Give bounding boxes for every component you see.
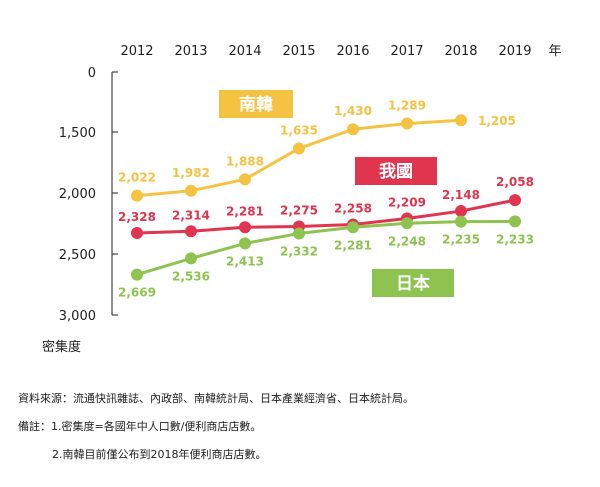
series-line xyxy=(136,219,516,277)
data-label: 2,235 xyxy=(442,233,480,247)
data-label: 2,209 xyxy=(388,195,426,209)
data-label: 1,430 xyxy=(334,104,372,118)
legend-tag xyxy=(219,90,293,118)
data-point xyxy=(509,215,521,228)
x-tick-label: 2018 xyxy=(444,44,477,59)
data-point xyxy=(347,123,359,136)
data-label: 2,058 xyxy=(496,175,534,189)
data-label: 2,022 xyxy=(118,171,156,185)
data-point xyxy=(239,237,251,250)
data-point xyxy=(185,225,197,238)
data-point xyxy=(401,217,413,230)
data-label: 2,314 xyxy=(172,208,210,222)
y-tick-label: 1,500 xyxy=(59,126,96,141)
x-unit-label: 年 xyxy=(548,44,561,59)
data-point xyxy=(401,117,413,130)
y-axis-title: 密集度 xyxy=(42,339,81,355)
legend-tag-label: 日本 xyxy=(396,273,430,294)
data-point xyxy=(509,194,521,207)
data-label: 2,258 xyxy=(334,201,372,215)
remark-note-2: 2.南韓目前僅公布到2018年便利商店店數。 xyxy=(52,448,267,461)
data-label: 2,536 xyxy=(172,269,210,283)
x-tick-label: 2014 xyxy=(228,44,261,59)
y-tick-label: 2,000 xyxy=(59,187,96,202)
x-tick-label: 2012 xyxy=(120,44,153,59)
x-tick-label: 2015 xyxy=(282,44,315,59)
data-label: 2,275 xyxy=(280,204,318,218)
y-tick-label: 0 xyxy=(88,66,96,81)
data-point xyxy=(293,227,305,240)
legend-tag xyxy=(372,269,454,297)
data-label: 2,281 xyxy=(334,238,372,252)
data-point xyxy=(185,252,197,265)
legend-tag-label: 南韓 xyxy=(239,94,273,115)
data-point xyxy=(185,184,197,197)
data-point xyxy=(131,268,143,281)
data-label: 2,328 xyxy=(118,210,156,224)
data-label: 1,982 xyxy=(172,166,210,180)
data-point xyxy=(239,221,251,234)
data-point xyxy=(131,189,143,202)
data-label: 2,332 xyxy=(280,245,318,259)
data-point xyxy=(455,114,467,127)
data-label: 2,248 xyxy=(388,234,426,248)
legend-tag xyxy=(355,157,437,185)
x-tick-label: 2016 xyxy=(336,44,369,59)
y-tick-label: 2,500 xyxy=(59,248,96,263)
data-label: 1,205 xyxy=(478,114,516,128)
data-label: 2,669 xyxy=(118,286,156,300)
data-label: 1,289 xyxy=(388,99,426,113)
data-point xyxy=(239,173,251,186)
data-point xyxy=(347,221,359,234)
data-point xyxy=(293,142,305,155)
series-line xyxy=(136,198,516,235)
data-label: 2,413 xyxy=(226,254,264,268)
data-point xyxy=(131,227,143,240)
data-label: 2,233 xyxy=(496,232,534,246)
x-tick-label: 2019 xyxy=(498,44,531,59)
x-tick-label: 2013 xyxy=(174,44,207,59)
legend-tag-label: 我國 xyxy=(379,162,413,182)
data-point xyxy=(455,205,467,218)
x-tick-label: 2017 xyxy=(390,44,423,59)
y-tick-label: 3,000 xyxy=(59,309,96,324)
data-label: 1,635 xyxy=(280,123,318,137)
data-label: 2,148 xyxy=(442,188,480,202)
remark-note-1: 備註：1.密集度=各國年中人口數/便利商店店數。 xyxy=(18,420,262,433)
data-point xyxy=(455,215,467,228)
data-label: 2,281 xyxy=(226,204,264,218)
density-line-chart: 0 1,500 2,000 2,500 3,000 密集度 2012 2013 2014 2015… xyxy=(42,44,562,355)
data-label: 1,888 xyxy=(226,154,264,168)
source-note: 資料來源：流通快訊雜誌、內政部、南韓統計局、日本產業經濟省、日本統計局。 xyxy=(18,392,414,405)
